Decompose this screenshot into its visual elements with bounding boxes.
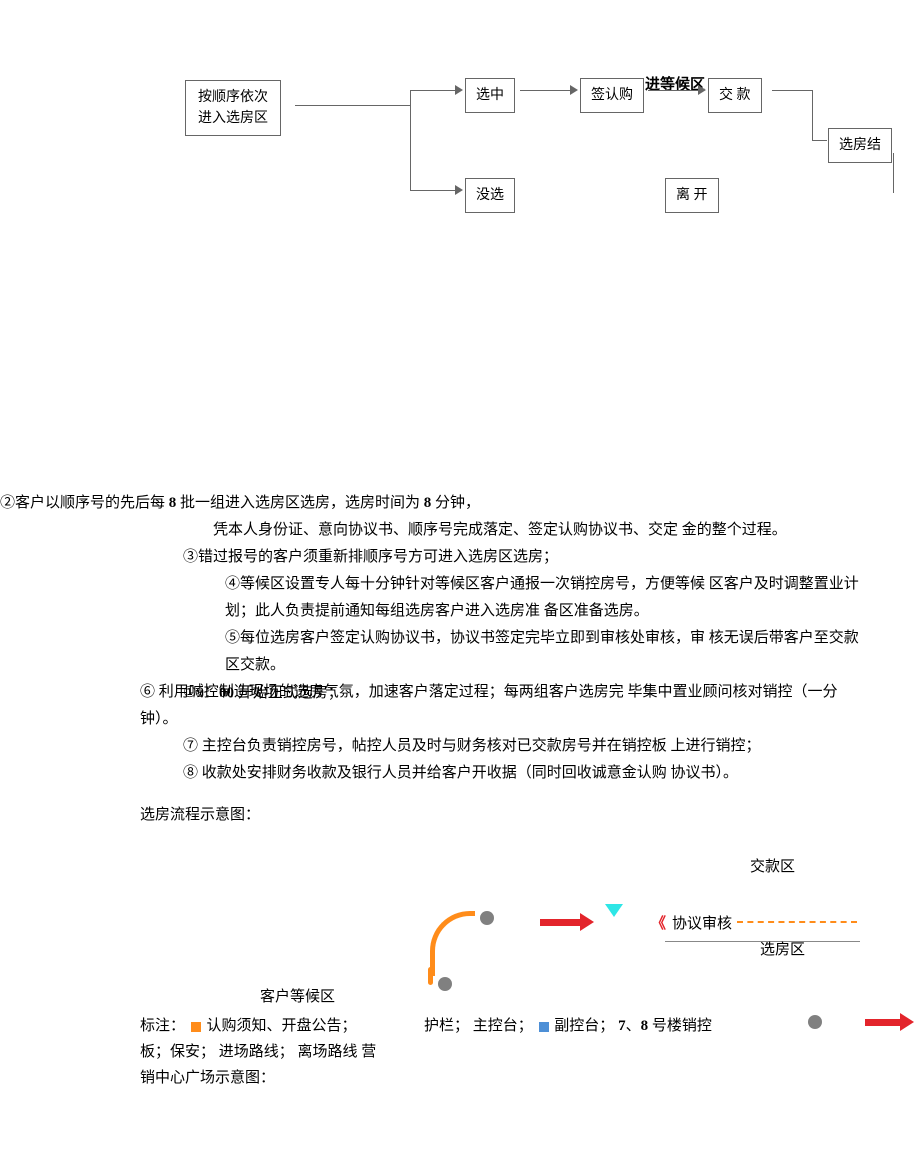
line-sel-sign bbox=[520, 90, 570, 91]
box-leave: 离 开 bbox=[665, 178, 719, 213]
audit-mark: 《 bbox=[651, 911, 666, 938]
plaza-title: 销中心广场示意图： bbox=[140, 1065, 275, 1092]
line-pay-down bbox=[812, 90, 813, 140]
line-to-nosel bbox=[410, 190, 455, 191]
legend-line-1: 标注： 认购须知、开盘公告； 护栏； 主控台； 副控台； 7、8 号楼销控 bbox=[140, 1013, 910, 1040]
line-to-selected bbox=[410, 90, 455, 91]
line-sign-pay bbox=[648, 90, 698, 91]
para-1: ①9：00 开始正式选房； bbox=[183, 680, 343, 707]
blue-square-icon bbox=[539, 1022, 549, 1032]
arr-nosel bbox=[455, 185, 463, 195]
lbl-pay-area: 交款区 bbox=[750, 854, 795, 881]
leg1c: 护栏； 主控台； bbox=[424, 1018, 533, 1034]
box-notselected: 没选 bbox=[465, 178, 515, 213]
red-arrow-1-head bbox=[580, 913, 594, 931]
lbl-audit: 协议审核 bbox=[672, 911, 732, 938]
flowchart: 按顺序依次进入选房区 选中 签认购 交 款 选房结 没选 离 开 bbox=[0, 60, 920, 260]
box-end: 选房结 bbox=[828, 128, 892, 163]
para-2: ②客户以顺序号的先后每 8 批一组进入选房区选房，选房时间为 8 分钟， bbox=[0, 490, 895, 517]
red-arrow-2-head bbox=[900, 1013, 914, 1031]
p1-prefix: ①9： bbox=[183, 685, 219, 701]
dashed-line bbox=[737, 921, 857, 923]
dot-bottom bbox=[438, 977, 452, 991]
red-arrow-2-body bbox=[865, 1019, 900, 1026]
para-2b: 凭本人身份证、意向协议书、顺序号完成落定、签定认购协议书、交定 金的整个过程。 bbox=[213, 517, 860, 544]
para-8: ⑧ 收款处安排财务收款及银行人员并给客户开收据（同时回收诚意金认购 协议书）。 bbox=[183, 760, 860, 787]
legend-line-2: 板；保安； 进场路线； 离场路线 营 bbox=[140, 1039, 376, 1066]
p2-mid: 批一组进入选房区选房，选房时间为 bbox=[176, 495, 424, 511]
orange-tail bbox=[428, 967, 433, 985]
dot-right bbox=[808, 1015, 822, 1029]
line-end-down bbox=[893, 153, 894, 193]
line-enter-branch bbox=[295, 105, 410, 106]
para-3: ③错过报号的客户须重新排顺序号方可进入选房区选房； bbox=[183, 544, 860, 571]
p2-c: 分钟， bbox=[431, 495, 480, 511]
cyan-marker bbox=[605, 904, 623, 917]
para-7: ⑦ 主控台负责销控房号，帖控人员及时与财务核对已交款房号并在销控板 上进行销控； bbox=[183, 733, 860, 760]
leg1e4: 号楼销控 bbox=[648, 1018, 712, 1034]
paragraphs: ①9：00 开始正式选房； ②客户以顺序号的先后每 8 批一组进入选房区选房，选… bbox=[0, 490, 920, 829]
leg1e1: 7 bbox=[618, 1018, 626, 1034]
box-enter: 按顺序依次进入选房区 bbox=[185, 80, 281, 136]
para-5: ⑤每位选房客户签定认购协议书，协议书签定完毕立即到审核处审核，审 核无误后带客户… bbox=[225, 625, 860, 679]
arr-sign bbox=[570, 85, 578, 95]
line-to-end bbox=[812, 140, 827, 141]
arr-pay bbox=[698, 85, 706, 95]
p2-a: ②客户以顺序号的先后每 bbox=[0, 495, 169, 511]
leg1e2: 、 bbox=[626, 1018, 641, 1034]
arr-selected bbox=[455, 85, 463, 95]
orange-curve bbox=[430, 911, 475, 976]
red-arrow-1-body bbox=[540, 919, 580, 926]
plaza-diagram: 交款区 《 协议审核 选房区 客户等候区 标注： 认购须知、开盘公告； 护栏； … bbox=[0, 849, 920, 1109]
line-pay-out bbox=[772, 90, 812, 91]
box-pay: 交 款 bbox=[708, 78, 762, 113]
dot-top bbox=[480, 911, 494, 925]
diagram-title: 选房流程示意图： bbox=[140, 802, 920, 829]
box-sign: 签认购 bbox=[580, 78, 644, 113]
leg1d: 副控台； bbox=[554, 1018, 614, 1034]
leg1e3: 8 bbox=[641, 1018, 649, 1034]
lbl-wait-area: 客户等候区 bbox=[260, 984, 335, 1011]
lbl-select-area: 选房区 bbox=[760, 937, 805, 964]
line-branch-v bbox=[410, 90, 411, 190]
p1-time: 00 bbox=[219, 685, 234, 701]
box-selected: 选中 bbox=[465, 78, 515, 113]
leg1a: 标注： bbox=[140, 1018, 185, 1034]
para-4: ④等候区设置专人每十分钟针对等候区客户通报一次销控房号，方便等候 区客户及时调整… bbox=[225, 571, 860, 625]
orange-square-icon bbox=[191, 1022, 201, 1032]
p1-suffix: 开始正式选房； bbox=[234, 685, 343, 701]
leg1b: 认购须知、开盘公告； bbox=[207, 1018, 357, 1034]
